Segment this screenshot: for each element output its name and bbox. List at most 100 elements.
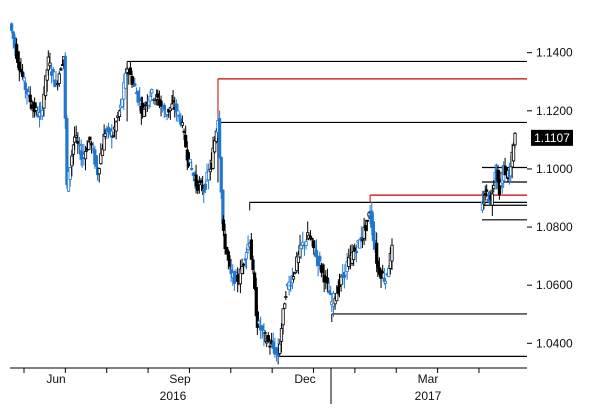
y-axis: 1.0400 1.0600 1.0800 1.1000 1.1200 1.1400 [527, 46, 573, 350]
candle-body [191, 172, 195, 176]
candle-body [263, 332, 267, 334]
candle-body [176, 110, 180, 116]
candle-body [22, 77, 26, 82]
candle-body [184, 135, 188, 148]
candle-body [483, 193, 487, 196]
candle-body [70, 155, 74, 167]
candle-body [100, 148, 105, 156]
candle-body [304, 241, 308, 247]
candle-body [278, 343, 282, 354]
candle-body [513, 132, 517, 146]
candle-body [360, 238, 365, 241]
candle-body [159, 100, 163, 107]
candle-body [165, 113, 169, 116]
y-tick-label: 1.0600 [536, 278, 573, 292]
candle-body [293, 271, 297, 274]
candle-body [105, 128, 109, 133]
candle-body [279, 328, 284, 342]
candle-body [365, 219, 369, 222]
candle-body [242, 263, 246, 266]
candle-body [497, 178, 502, 196]
candle-body [354, 250, 359, 254]
candle-body [327, 290, 331, 294]
candle-body [27, 91, 31, 96]
price-candles [10, 22, 517, 362]
candle-body [383, 280, 388, 284]
candle-body [249, 239, 253, 260]
candle-body [180, 122, 184, 126]
candle-body [19, 68, 23, 73]
candle-body [364, 225, 368, 231]
candle-body [106, 126, 111, 129]
candle-body [42, 93, 46, 109]
candle-body [120, 98, 124, 108]
candle-body [390, 244, 394, 262]
candle-body [202, 189, 206, 193]
y-tick-label: 1.0400 [536, 336, 573, 350]
candle-body [281, 308, 285, 326]
candle-body [482, 201, 486, 205]
candle-body [314, 250, 319, 257]
candle-body [111, 135, 115, 138]
candle-body [299, 244, 303, 250]
candle-body [150, 89, 154, 94]
candle-body [240, 266, 244, 274]
candle-body [57, 73, 61, 84]
candle-body [253, 272, 257, 289]
candle-body [63, 55, 67, 119]
candle-body [221, 219, 226, 231]
candle-body [83, 150, 88, 160]
candle-body [321, 264, 325, 273]
candle-body [170, 103, 174, 110]
x-month-label: Dec [294, 372, 315, 386]
candle-body [318, 255, 322, 262]
candle-body [284, 296, 288, 298]
last-price-label: 1.1107 [534, 131, 570, 145]
candle-body [20, 71, 25, 78]
candle-body [257, 320, 261, 325]
candle-body [211, 147, 215, 169]
candle-body [114, 121, 118, 132]
candle-body [28, 94, 32, 103]
candle-body [171, 100, 175, 103]
candle-body [16, 51, 20, 63]
candle-body [65, 118, 69, 186]
candle-body [219, 156, 223, 193]
candle-body [296, 253, 301, 264]
candle-body [77, 143, 82, 146]
candle-body [142, 108, 146, 117]
candle-body [51, 69, 55, 73]
candle-body [325, 277, 330, 284]
candle-body [310, 238, 314, 240]
x-year-label: 2017 [415, 389, 442, 403]
candle-body [358, 239, 362, 249]
candle-body [10, 23, 14, 31]
candle-body [234, 271, 238, 274]
candle-body [148, 95, 152, 102]
candle-body [506, 177, 510, 180]
candle-body [255, 311, 259, 328]
candle-body [144, 104, 148, 107]
candle-body [190, 167, 194, 170]
candle-body [99, 153, 103, 165]
candle-body [97, 168, 101, 175]
candle-body [59, 68, 63, 71]
candle-body [376, 260, 380, 268]
candle-body [122, 82, 126, 100]
candle-body [140, 103, 145, 109]
candle-body [260, 325, 264, 331]
last-price-marker: 1.1107 [531, 129, 573, 146]
candle-body [353, 247, 357, 252]
candle-body [103, 133, 107, 137]
candle-body [188, 159, 192, 164]
candle-body [509, 166, 513, 177]
candle-body [244, 252, 249, 260]
candle-body [381, 271, 385, 274]
candle-body [352, 251, 356, 261]
x-axis: Jun Sep Dec Mar 2016 2017 [10, 367, 527, 404]
x-year-label: 2016 [160, 389, 187, 403]
y-tick-label: 1.1200 [536, 104, 573, 118]
candle-body [379, 270, 383, 279]
candle-body [485, 189, 489, 192]
